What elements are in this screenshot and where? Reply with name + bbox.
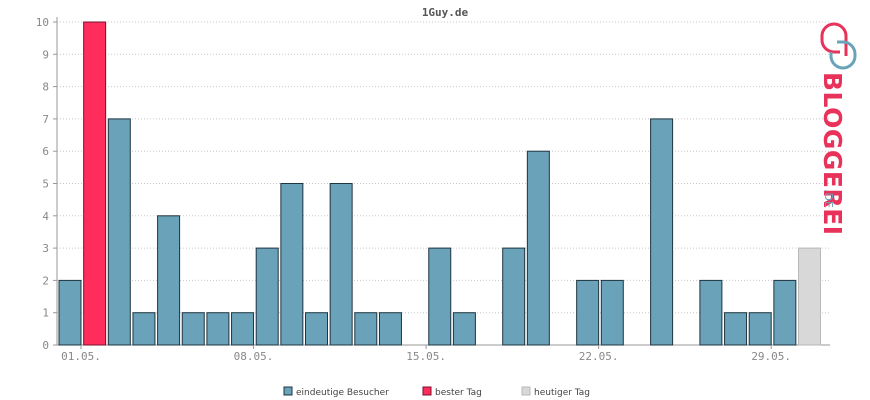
bar-day-1 [58, 279, 82, 346]
bar-day-20 [526, 150, 550, 346]
bloggerei-logo-icon [820, 22, 857, 70]
x-tick-label: 22.05. [579, 350, 619, 363]
bar-day-16 [428, 247, 452, 346]
y-tick-label: 8 [42, 81, 49, 94]
bar-day-3 [107, 118, 131, 346]
y-tick-label: 2 [42, 274, 49, 287]
y-tick-label: 3 [42, 242, 49, 255]
y-tick-label: 10 [36, 16, 49, 29]
bar-day-12 [329, 183, 353, 346]
bar-day-4 [132, 312, 156, 346]
legend-swatch [283, 386, 293, 396]
bar-day-17 [452, 312, 476, 346]
bar-day-8 [231, 312, 255, 346]
y-tick-label: 0 [42, 339, 49, 352]
bar-day-2 [83, 21, 107, 346]
bar-day-28 [724, 312, 748, 346]
x-axis: 01.05. 08.05. 15.05. 22.05. 29.05. [61, 345, 791, 363]
bar-day-13 [354, 312, 378, 346]
bar-day-31 [798, 247, 821, 346]
bar-day-25 [650, 118, 674, 346]
x-tick-label: 01.05. [61, 350, 101, 363]
bar-day-5 [157, 215, 181, 346]
brand-name: BLOGGEREI [818, 72, 847, 236]
bar-day-29 [748, 312, 772, 346]
legend-label: eindeutige Besucher [296, 388, 389, 398]
bar-day-30 [773, 279, 797, 346]
bar-day-22 [576, 279, 600, 346]
bar-day-27 [699, 279, 723, 346]
y-tick-label: 5 [42, 178, 49, 191]
legend: eindeutige Besucher bester Tag heutiger Ta… [283, 386, 590, 398]
legend-label: bester Tag [435, 388, 482, 398]
y-tick-label: 1 [42, 307, 49, 320]
bar-day-7 [206, 312, 230, 346]
y-tick-label: 9 [42, 48, 49, 61]
bar-day-23 [600, 279, 624, 346]
y-tick-label: 7 [42, 113, 49, 126]
bar-day-9 [255, 247, 279, 346]
bar-day-19 [502, 247, 526, 346]
x-tick-label: 15.05. [406, 350, 446, 363]
bloggerei-logo: BLOGGEREI .DE [818, 22, 857, 236]
bars [58, 21, 821, 346]
legend-swatch [521, 386, 531, 396]
bar-day-11 [305, 312, 328, 346]
y-tick-label: 4 [42, 210, 49, 223]
legend-swatch [422, 386, 432, 396]
chart-title: 1Guy.de [422, 6, 469, 19]
legend-label: heutiger Tag [534, 388, 590, 398]
bar-day-6 [181, 312, 205, 346]
bar-day-10 [280, 183, 304, 346]
bar-day-14 [378, 312, 402, 346]
y-tick-label: 6 [42, 145, 49, 158]
x-tick-label: 08.05. [234, 350, 274, 363]
x-tick-label: 29.05. [751, 350, 791, 363]
brand-suffix: .DE [822, 189, 835, 208]
